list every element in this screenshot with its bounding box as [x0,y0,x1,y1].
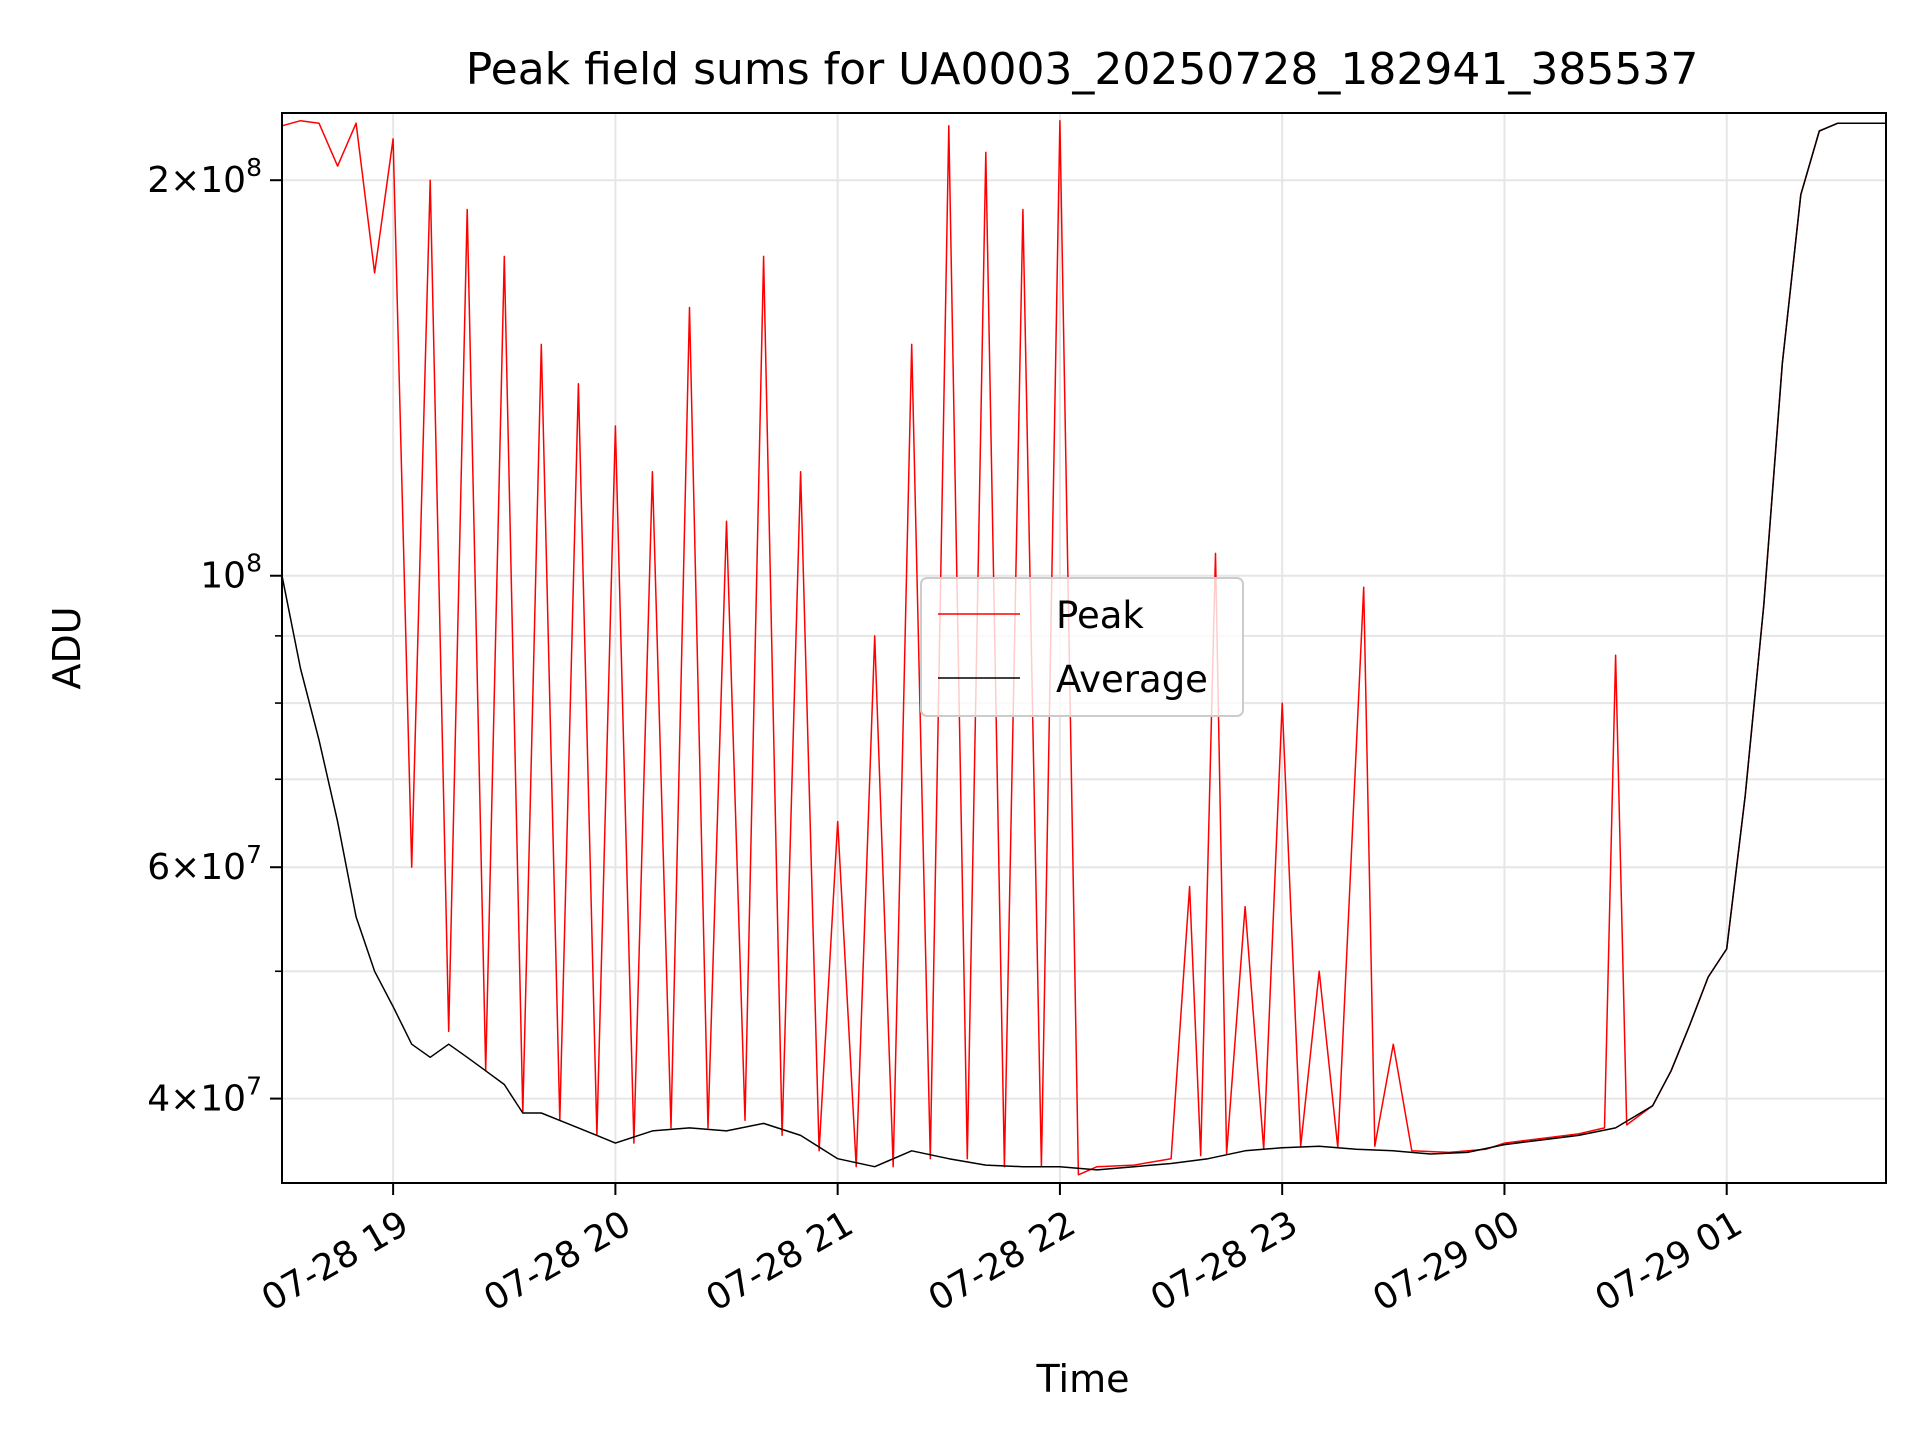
series-line-average [281,122,1886,1171]
x-axis-label: Time [1036,1357,1130,1401]
legend-box [920,577,1244,717]
chart-title: Peak field sums for UA0003_20250728_1829… [466,44,1699,95]
legend: Peak Average [920,577,1244,717]
y-axis-label: ADU [45,606,89,689]
y-tick-label-1: 6×107 [147,840,262,888]
legend-label-peak: Peak [1056,594,1144,637]
y-tick-label-3: 2×108 [147,153,262,201]
plot-frame [281,112,1887,1184]
y-tick-label-2: 108 [200,549,262,597]
y-tick-label-0: 4×107 [147,1072,262,1120]
legend-label-average: Average [1056,658,1208,701]
